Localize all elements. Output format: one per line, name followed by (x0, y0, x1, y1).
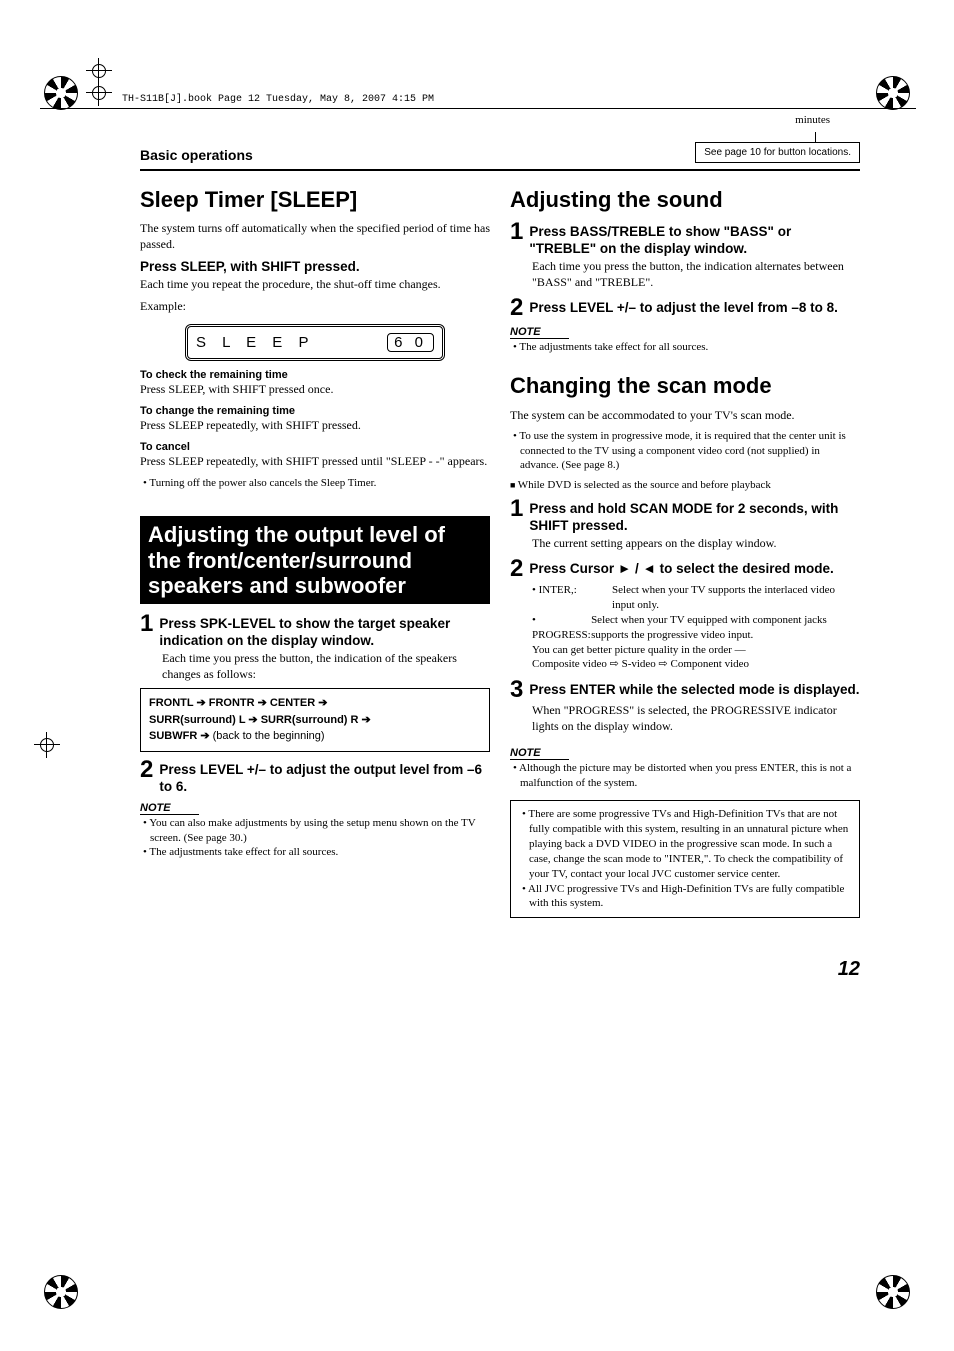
note-label: NOTE (510, 326, 569, 339)
note-label: NOTE (510, 747, 569, 760)
crop-cross-icon (86, 58, 112, 84)
step-number-icon: 1 (510, 220, 523, 258)
spk-note-1: You can also make adjustments by using t… (140, 816, 490, 846)
step-number-icon: 2 (510, 557, 523, 581)
seq-subwfr: SUBWFR (149, 730, 197, 742)
sleep-repeat: Each time you repeat the procedure, the … (140, 276, 490, 292)
heading-adjusting-sound: Adjusting the sound (510, 187, 860, 212)
top-rule (140, 169, 860, 171)
heading-scan-mode: Changing the scan mode (510, 373, 860, 398)
sleep-instruction: Press SLEEP, with SHIFT pressed. (140, 259, 490, 274)
seq-surrr: SURR(surround) R (261, 714, 359, 726)
scan-quality-order-1: You can get better picture quality in th… (532, 643, 860, 658)
option-progress-key: • PROGRESS: (532, 613, 591, 643)
note-label: NOTE (140, 802, 199, 815)
arrow-icon: ➔ (258, 697, 267, 709)
crop-corner-icon (44, 1275, 78, 1309)
option-inter-val: Select when your TV supports the interla… (612, 583, 860, 613)
spk-step2: Press LEVEL +/– to adjust the output lev… (159, 758, 490, 796)
page-content: Basic operations See page 10 for button … (140, 142, 860, 981)
sub-cancel-body: Press SLEEP repeatedly, with SHIFT press… (140, 453, 490, 469)
sleep-intro: The system turns off automatically when … (140, 220, 490, 252)
seq-frontr: FRONTR (209, 697, 255, 709)
see-page-box: See page 10 for button locations. (695, 142, 860, 163)
header-rule (40, 108, 916, 109)
spk-note-2: The adjustments take effect for all sour… (140, 845, 490, 860)
sub-cancel: To cancel (140, 441, 490, 453)
heading-sleep-timer: Sleep Timer [SLEEP] (140, 187, 490, 212)
seq-surrl: SURR(surround) L (149, 714, 245, 726)
cursor-right-icon: ► (618, 561, 631, 576)
spk-step1: Press SPK-LEVEL to show the target speak… (159, 612, 490, 650)
crop-corner-icon (44, 76, 78, 110)
scan-intro-bullet: To use the system in progressive mode, i… (510, 429, 860, 474)
source-file-header: TH-S11B[J].book Page 12 Tuesday, May 8, … (122, 94, 434, 105)
crop-corner-icon (876, 76, 910, 110)
sub-cancel-bullet: Turning off the power also cancels the S… (140, 476, 490, 491)
cursor-left-icon: ◄ (643, 561, 656, 576)
scan-step1: Press and hold SCAN MODE for 2 seconds, … (529, 497, 860, 535)
sub-check-time-body: Press SLEEP, with SHIFT pressed once. (140, 381, 490, 397)
scan-step2: Press Cursor ► / ◄ to select the desired… (529, 557, 833, 581)
arrow-icon: ➔ (318, 697, 327, 709)
page-number: 12 (140, 958, 860, 981)
seq-center: CENTER (270, 697, 315, 709)
seq-frontl: FRONTL (149, 697, 193, 709)
arrow-icon: ➔ (362, 714, 371, 726)
scan-step3: Press ENTER while the selected mode is d… (529, 678, 859, 702)
arrow-icon: ➔ (200, 730, 209, 742)
sub-check-time: To check the remaining time (140, 369, 490, 381)
speaker-sequence-box: FRONTL ➔ FRONTR ➔ CENTER ➔ SURR(surround… (140, 688, 490, 752)
scan-step2-pre: Press Cursor (529, 561, 618, 576)
arrow-icon: ➔ (248, 714, 257, 726)
arrow-icon: ➔ (196, 697, 205, 709)
crop-cross-icon (34, 732, 60, 758)
spk-step1-body: Each time you press the button, the indi… (162, 650, 490, 682)
scan-note-1: Although the picture may be distorted wh… (510, 761, 860, 791)
compat-bullet-2: All JVC progressive TVs and High-Definit… (519, 882, 851, 912)
crop-corner-icon (876, 1275, 910, 1309)
scan-step2-post: to select the desired mode. (656, 561, 834, 576)
display-tick-icon (815, 132, 816, 142)
sub-change-time-body: Press SLEEP repeatedly, with SHIFT press… (140, 417, 490, 433)
step-number-icon: 1 (140, 612, 153, 650)
scan-intro: The system can be accommodated to your T… (510, 407, 860, 423)
sound-note-1: The adjustments take effect for all sour… (510, 340, 860, 355)
heading-output-level: Adjusting the output level of the front/… (140, 516, 490, 604)
sub-change-time: To change the remaining time (140, 405, 490, 417)
scan-quality-order-2: Composite video ⇨ S-video ⇨ Component vi… (532, 657, 860, 672)
left-column: Sleep Timer [SLEEP] The system turns off… (140, 181, 490, 918)
right-column: Adjusting the sound 1 Press BASS/TREBLE … (510, 181, 860, 918)
sound-step2: Press LEVEL +/– to adjust the level from… (529, 296, 837, 320)
step-number-icon: 3 (510, 678, 523, 702)
scan-options: • INTER,: Select when your TV supports t… (532, 583, 860, 672)
compatibility-box: There are some progressive TVs and High-… (510, 800, 860, 918)
display-text: S L E E P (196, 334, 314, 351)
sleep-example-label: Example: (140, 298, 490, 314)
scan-prereq: While DVD is selected as the source and … (510, 479, 860, 491)
option-inter-key: • INTER,: (532, 583, 612, 613)
display-minutes-label: minutes (795, 114, 830, 126)
step-number-icon: 2 (140, 758, 153, 796)
sound-step1: Press BASS/TREBLE to show "BASS" or "TRE… (529, 220, 860, 258)
step-number-icon: 2 (510, 296, 523, 320)
section-label: Basic operations (140, 147, 253, 163)
display-diagram: minutes S L E E P 6 0 (185, 324, 445, 361)
scan-step1-body: The current setting appears on the displ… (532, 535, 860, 551)
scan-step3-body: When "PROGRESS" is selected, the PROGRES… (532, 702, 860, 734)
seq-loop: (back to the beginning) (213, 730, 325, 742)
step-number-icon: 1 (510, 497, 523, 535)
sound-step1-body: Each time you press the button, the indi… (532, 258, 860, 290)
option-progress-val: Select when your TV equipped with compon… (591, 613, 860, 643)
compat-bullet-1: There are some progressive TVs and High-… (519, 807, 851, 881)
display-value: 6 0 (387, 333, 434, 352)
